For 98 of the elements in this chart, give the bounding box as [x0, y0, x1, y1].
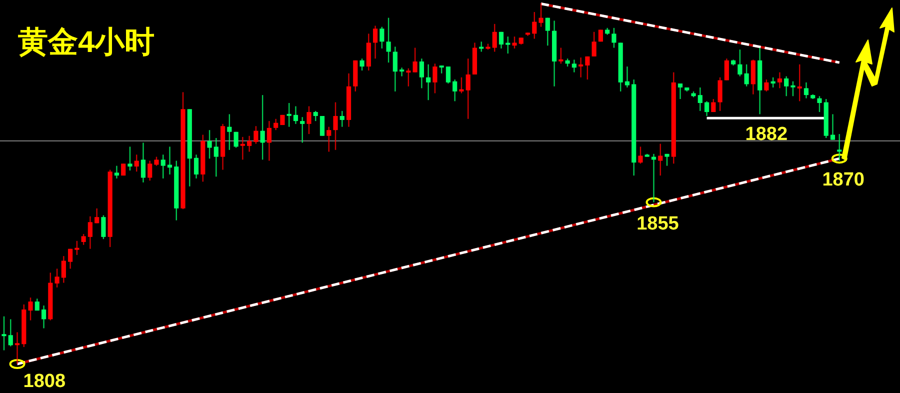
candlestick	[578, 56, 584, 78]
candlestick	[234, 131, 238, 148]
candlestick	[790, 80, 796, 97]
candlestick	[266, 120, 272, 162]
candlestick	[88, 216, 92, 250]
candlestick	[426, 64, 431, 101]
candlestick	[498, 31, 504, 50]
candlestick	[784, 76, 789, 97]
candlestick	[479, 41, 484, 52]
candlestick	[704, 100, 710, 117]
candlestick	[128, 146, 132, 172]
candlestick	[101, 214, 106, 240]
candlestick	[750, 59, 756, 95]
candlestick	[492, 23, 497, 52]
candlestick	[545, 17, 550, 46]
candlestick	[81, 233, 86, 246]
candlestick	[797, 64, 802, 102]
candlestick	[134, 154, 139, 172]
candlestick	[340, 110, 344, 128]
candlestick	[306, 106, 312, 135]
candlestick	[333, 102, 338, 151]
candlestick	[532, 11, 537, 40]
candlestick	[293, 106, 298, 125]
candlestick	[274, 118, 278, 131]
candlestick	[372, 25, 378, 60]
candlestick	[326, 126, 332, 152]
candlestick	[406, 68, 411, 87]
candlestick	[658, 143, 663, 176]
candlestick	[718, 76, 722, 112]
candlestick	[412, 47, 418, 73]
candlestick	[392, 46, 398, 92]
candlestick	[592, 31, 596, 58]
candlestick	[227, 114, 232, 151]
candlestick	[61, 255, 66, 284]
candlestick	[459, 76, 464, 94]
candlestick	[837, 133, 842, 162]
candlestick	[214, 137, 218, 178]
candlestick	[74, 240, 80, 256]
candlestick	[744, 64, 749, 87]
candlestick	[254, 126, 258, 144]
candlestick	[400, 67, 404, 77]
candlestick	[247, 135, 252, 152]
candlestick	[419, 58, 424, 89]
candlestick	[558, 47, 564, 64]
candlestick	[764, 78, 769, 92]
candlestick	[512, 36, 517, 50]
candlestick	[466, 58, 470, 120]
candlestick	[506, 36, 510, 54]
annotation: 1855	[636, 213, 680, 234]
candlestick	[114, 165, 120, 180]
candlestick	[624, 66, 630, 88]
annotation: 1870	[822, 170, 865, 191]
candlestick	[386, 17, 391, 64]
candlestick	[160, 154, 166, 180]
candlestick	[770, 76, 776, 88]
candlestick	[612, 27, 616, 48]
candlestick	[286, 102, 292, 128]
candlestick	[8, 318, 13, 347]
candlestick	[14, 332, 20, 365]
candlestick	[817, 96, 822, 113]
candlestick	[572, 59, 576, 73]
candlestick	[154, 156, 159, 166]
candlestick	[68, 248, 73, 270]
candlestick	[140, 142, 146, 184]
candlestick	[711, 98, 716, 113]
candlestick	[538, 2, 544, 28]
candlestick	[260, 94, 265, 160]
candlestick	[94, 208, 100, 224]
candlestick	[240, 136, 245, 160]
candlestick	[366, 33, 371, 72]
candlestick	[446, 66, 451, 84]
candlestick	[804, 82, 809, 99]
candlestick	[41, 304, 46, 329]
annotation: 1882	[745, 124, 788, 146]
candlestick	[432, 63, 438, 94]
candlestick	[313, 110, 318, 122]
candlestick	[167, 146, 172, 176]
text: 黄金4小时	[18, 26, 155, 59]
candlestick	[300, 116, 305, 144]
candlestick	[777, 72, 782, 89]
candlestick	[724, 58, 729, 81]
candlestick	[360, 58, 364, 72]
candlestick	[830, 114, 836, 140]
candlestick	[698, 86, 702, 112]
candlestick	[194, 154, 199, 180]
candlestick	[380, 26, 384, 50]
candlestick	[207, 129, 212, 160]
candlestick	[320, 115, 325, 136]
text: 1808	[23, 371, 66, 392]
candlestick	[28, 296, 33, 321]
candlestick	[678, 82, 683, 100]
candlestick	[585, 56, 590, 80]
candlestick	[54, 268, 60, 288]
candlestick	[2, 316, 6, 351]
candlestick	[638, 146, 643, 164]
candlestick	[452, 78, 458, 102]
candlestick	[148, 160, 152, 182]
candlestick	[738, 48, 742, 77]
